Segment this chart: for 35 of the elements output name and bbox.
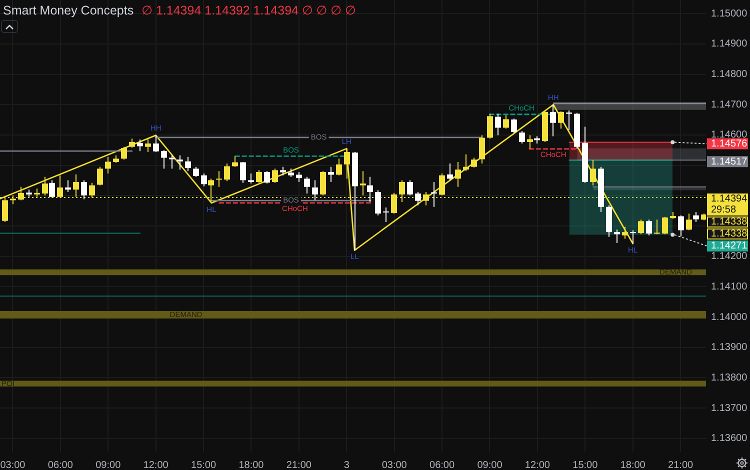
annotation: 1.14271 [711,240,748,252]
y-tick-label: 1.14000 [711,312,748,323]
x-tick-label: 18:00 [238,460,264,470]
y-tick-label: 1.14200 [711,251,748,262]
y-tick-label: 1.13900 [711,342,748,354]
y-tick-label: 1.14800 [711,69,748,80]
x-tick-label: 3 [344,460,350,470]
y-tick-label: 1.14100 [711,281,748,292]
chart-title: Smart Money Concepts [3,3,134,18]
x-tick-label: 12:00 [143,460,169,470]
x-tick-label: 03:00 [382,460,408,470]
annotation: 1.14338 [711,216,748,228]
x-tick-label: 21:00 [668,460,694,470]
x-tick-label: 06:00 [430,460,455,470]
annotation: 1.14576 [711,138,748,150]
x-tick-label: 18:00 [620,460,646,470]
y-tick-label: 1.13700 [711,402,748,414]
annotation: 1.14338 [711,228,748,240]
y-tick-label: 1.15000 [711,8,748,20]
y-tick-label: 1.13600 [711,433,748,444]
chart-subtitle: ∅ 1.14394 1.14392 1.14394 ∅ ∅ ∅ ∅ [142,3,356,18]
x-tick-label: 06:00 [48,460,74,470]
x-tick-label: 12:00 [524,460,550,470]
annotation: 1.14517 [711,156,748,168]
y-tick-label: 1.14700 [711,99,748,110]
y-tick-label: 1.14600 [711,130,748,141]
x-tick-label: 03:00 [0,460,26,470]
x-tick-label: 09:00 [477,460,503,470]
y-tick-label: 1.14900 [711,38,748,50]
ref-line-label: 1.14394 29:58 [711,194,748,216]
y-tick-label: 1.13800 [711,372,748,384]
x-tick-label: 15:00 [572,460,598,470]
x-tick-label: 15:00 [191,460,216,470]
x-tick-label: 09:00 [96,460,122,470]
x-tick-label: 21:00 [286,460,312,470]
